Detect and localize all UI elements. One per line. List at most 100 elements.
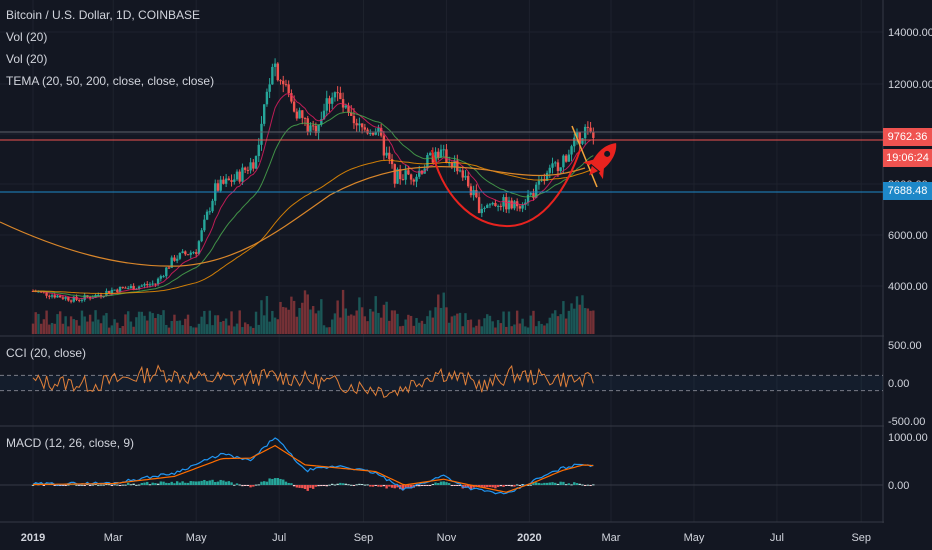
candle-body bbox=[132, 285, 135, 290]
candle-body bbox=[260, 123, 263, 145]
macd-histogram-bar bbox=[336, 483, 339, 485]
volume-bar bbox=[475, 325, 478, 334]
volume-bar bbox=[526, 327, 530, 334]
macd-histogram-bar bbox=[483, 485, 486, 489]
candle-body bbox=[263, 104, 266, 124]
volume-bar bbox=[94, 310, 97, 334]
candle-body bbox=[434, 151, 437, 163]
macd-histogram-bar bbox=[265, 481, 269, 485]
volume-bar bbox=[154, 318, 157, 334]
macd-histogram-bar bbox=[257, 484, 260, 486]
macd-histogram-bar bbox=[67, 484, 70, 486]
volume-bar bbox=[371, 311, 375, 334]
candle-body bbox=[461, 170, 464, 178]
cci-label[interactable]: CCI (20, close) bbox=[6, 346, 87, 360]
volume-bar bbox=[184, 318, 187, 334]
volume-bar bbox=[301, 302, 304, 334]
macd-histogram-bar bbox=[442, 481, 445, 485]
tema-line-tema-20 bbox=[32, 93, 594, 300]
candle-body bbox=[409, 174, 413, 180]
symbol-title[interactable]: Bitcoin / U.S. Dollar, 1D, COINBASE bbox=[6, 8, 201, 22]
macd-histogram-bar bbox=[467, 485, 470, 488]
macd-histogram-bar bbox=[271, 478, 274, 485]
macd-histogram-bar bbox=[241, 485, 244, 487]
macd-histogram-bar bbox=[423, 485, 426, 487]
candle-body bbox=[371, 133, 375, 135]
macd-histogram-bar bbox=[464, 485, 467, 488]
candle-body bbox=[189, 252, 192, 255]
macd-histogram-bar bbox=[488, 485, 492, 488]
volume-bar bbox=[102, 315, 105, 334]
macd-histogram-bar bbox=[186, 482, 190, 485]
macd-histogram-bar bbox=[121, 484, 124, 486]
candle-body bbox=[339, 92, 342, 100]
candle-body bbox=[287, 84, 290, 94]
volume-bar bbox=[311, 306, 315, 334]
time-tick-label: 2019 bbox=[21, 532, 45, 544]
macd-histogram-bar bbox=[502, 485, 505, 487]
candle-body bbox=[518, 206, 522, 209]
candle-body bbox=[121, 286, 124, 288]
volume-bar bbox=[243, 322, 247, 334]
volume-bar bbox=[366, 321, 369, 334]
volume-bar bbox=[418, 322, 421, 334]
volume-bar bbox=[352, 315, 356, 334]
candle-body bbox=[494, 202, 497, 207]
volume-bar bbox=[445, 307, 448, 334]
volume-bar bbox=[543, 325, 546, 334]
indicator-tema[interactable]: TEMA (20, 50, 200, close, close, close) bbox=[6, 74, 215, 88]
price-tick-label: 12000.00 bbox=[888, 79, 932, 91]
volume-bar bbox=[235, 323, 239, 334]
volume-bar bbox=[537, 321, 541, 334]
candle-body bbox=[562, 155, 565, 168]
candle-body bbox=[311, 125, 315, 127]
macd-histogram-bar bbox=[211, 479, 214, 485]
macd-histogram-bar bbox=[137, 484, 141, 486]
volume-bar bbox=[358, 297, 361, 334]
macd-histogram-bar bbox=[434, 482, 437, 485]
volume-bar bbox=[415, 318, 418, 334]
candle-body bbox=[271, 66, 274, 85]
price-tick-label: 6000.00 bbox=[888, 230, 928, 242]
candle-body bbox=[64, 297, 67, 299]
candle-body bbox=[165, 267, 168, 277]
time-tick-label: Mar bbox=[602, 532, 621, 544]
countdown-tag: 19:06:24 bbox=[883, 149, 932, 167]
candle-body bbox=[48, 295, 51, 297]
volume-bar bbox=[336, 300, 339, 334]
macd-histogram-bar bbox=[143, 482, 146, 485]
macd-histogram-bar bbox=[426, 485, 429, 486]
macd-histogram-bar bbox=[80, 484, 84, 486]
macd-histogram-bar bbox=[314, 485, 318, 487]
volume-bar bbox=[195, 327, 198, 334]
macd-histogram-bar bbox=[118, 485, 122, 486]
candle-body bbox=[116, 289, 119, 293]
candle-body bbox=[496, 205, 500, 207]
macd-histogram-bar bbox=[292, 485, 296, 487]
candle-body bbox=[491, 202, 494, 205]
macd-histogram-bar bbox=[393, 485, 396, 489]
volume-bar bbox=[341, 289, 345, 334]
candle-body bbox=[257, 144, 260, 157]
volume-bar bbox=[423, 323, 426, 334]
indicator-vol-1[interactable]: Vol (20) bbox=[6, 30, 48, 44]
macd-label[interactable]: MACD (12, 26, close, 9) bbox=[6, 436, 135, 450]
candle-body bbox=[377, 127, 380, 133]
time-tick-label: May bbox=[684, 532, 705, 544]
volume-bar bbox=[548, 317, 551, 334]
volume-bar bbox=[363, 316, 367, 334]
volume-bar bbox=[306, 294, 309, 334]
cci-pane bbox=[0, 364, 883, 398]
macd-histogram-bar bbox=[195, 481, 198, 485]
candle-body bbox=[322, 110, 326, 120]
indicator-vol-2[interactable]: Vol (20) bbox=[6, 52, 48, 66]
candle-body bbox=[467, 175, 470, 187]
volume-bar bbox=[442, 292, 445, 334]
volume-bar bbox=[42, 319, 46, 334]
candle-body bbox=[369, 133, 372, 135]
macd-histogram-bar bbox=[328, 484, 331, 486]
time-tick-label: Nov bbox=[437, 532, 457, 544]
candle-body bbox=[450, 162, 454, 168]
